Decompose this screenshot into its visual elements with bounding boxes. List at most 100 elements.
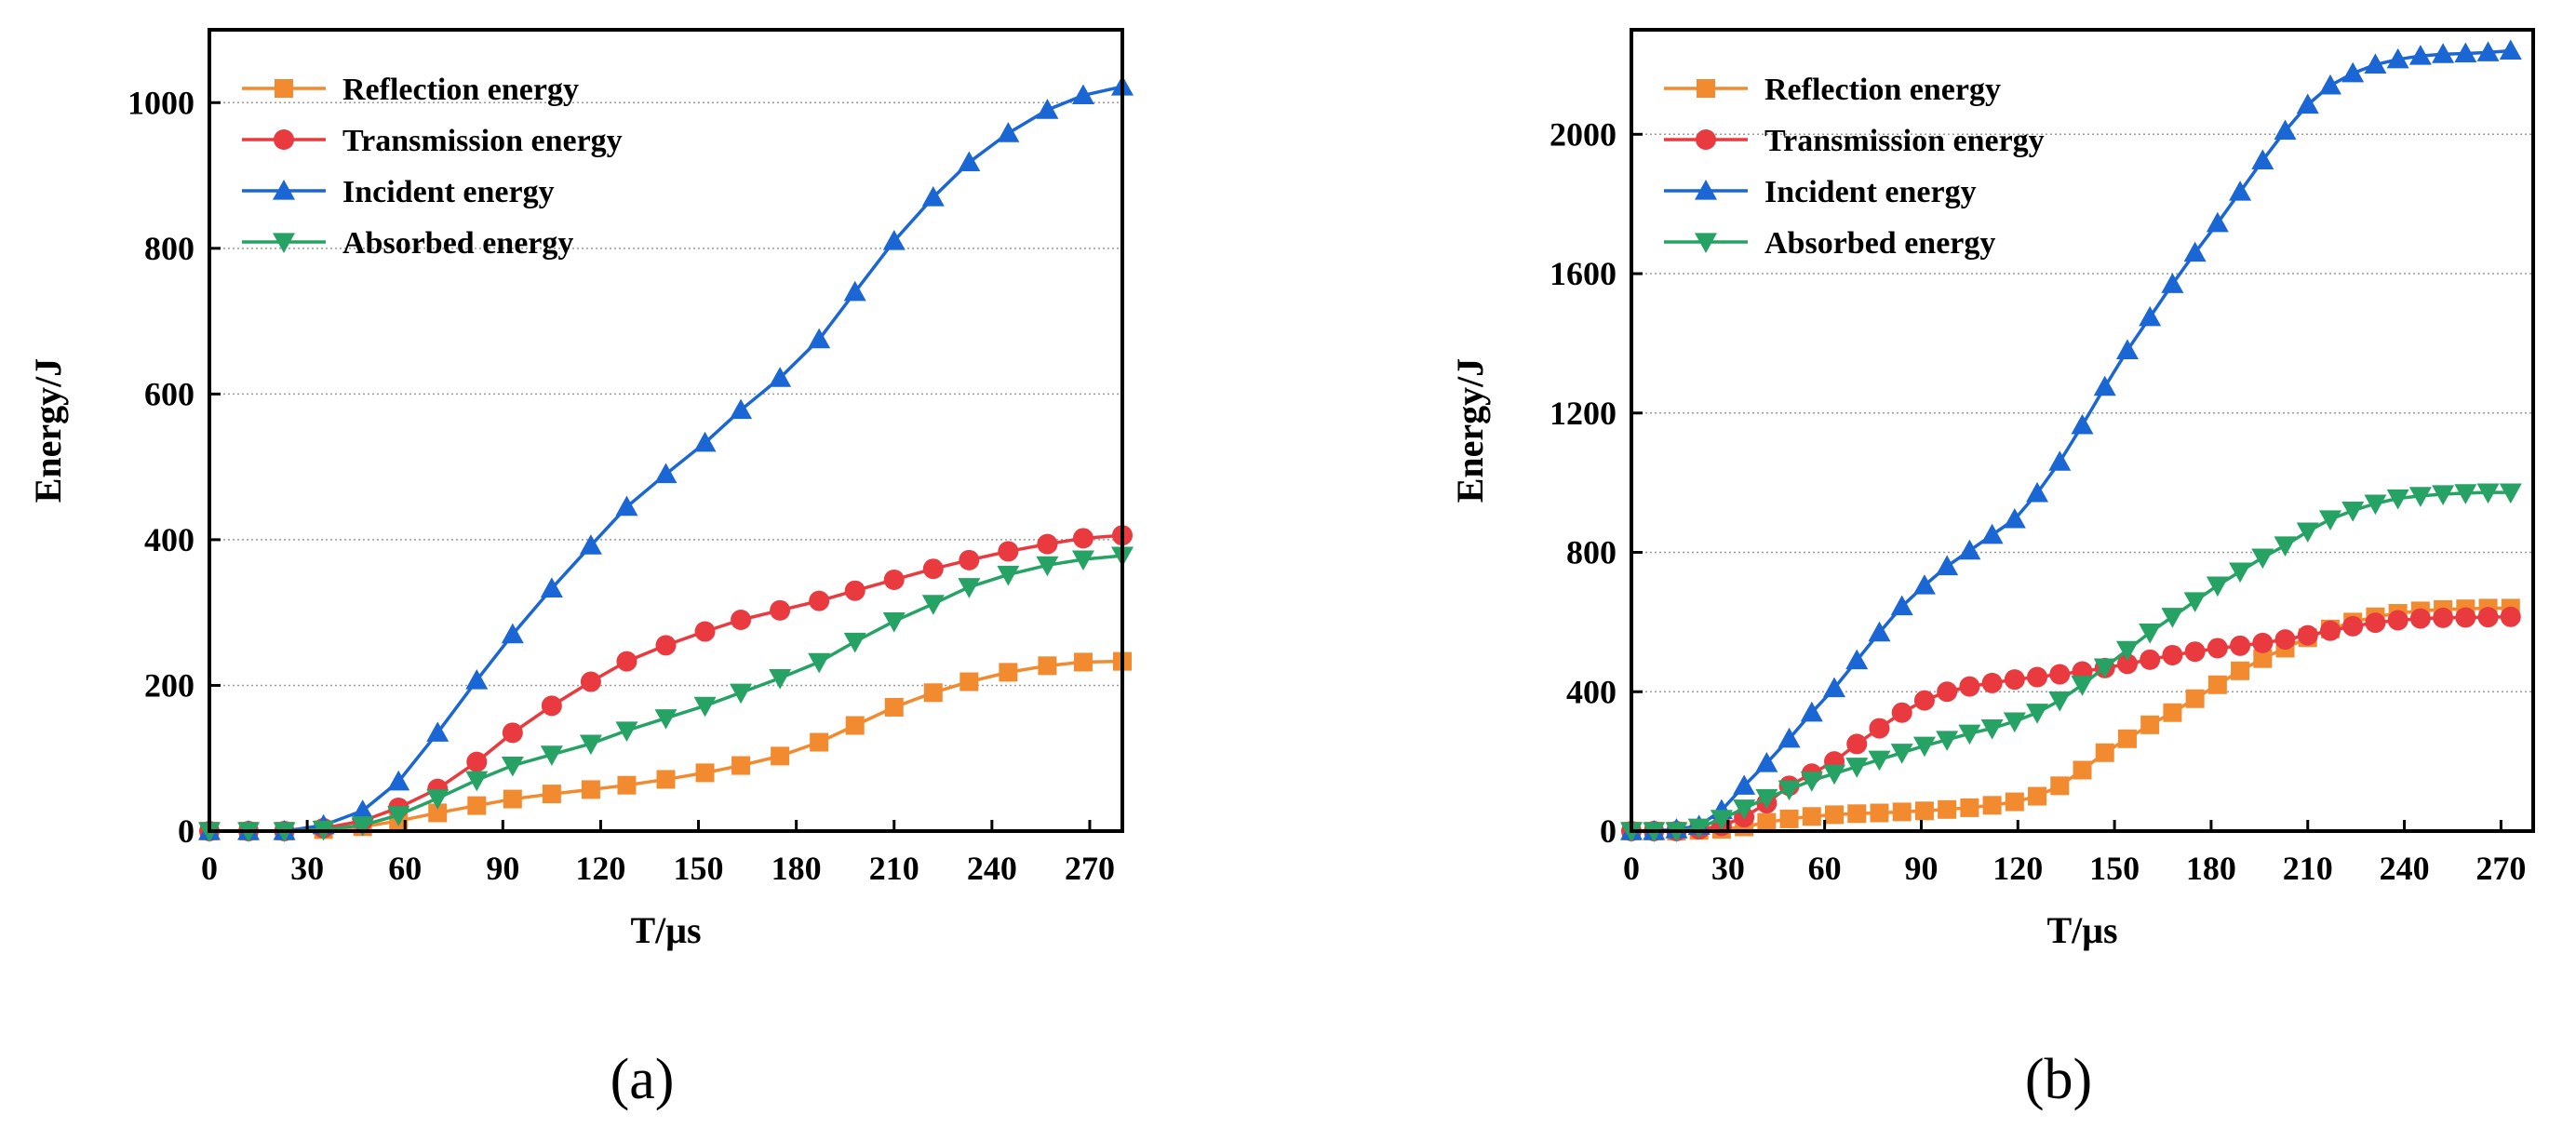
data-point xyxy=(1071,550,1094,571)
data-point xyxy=(1073,652,1093,672)
y-tick-label: 0 xyxy=(1600,812,1617,850)
legend-label: Reflection energy xyxy=(342,73,579,107)
data-point xyxy=(1733,799,1756,820)
data-point xyxy=(2183,592,2207,612)
data-point xyxy=(2364,53,2387,74)
y-tick-label: 800 xyxy=(1566,534,1617,571)
legend-marker xyxy=(1695,180,1717,200)
legend: Reflection energy Transmission energy Inci… xyxy=(1664,73,2045,261)
data-point xyxy=(1038,656,1057,676)
data-point xyxy=(1036,556,1059,577)
data-point xyxy=(959,672,979,691)
data-point xyxy=(884,697,904,717)
data-point xyxy=(695,763,715,783)
data-point xyxy=(2048,691,2072,712)
data-point xyxy=(2386,489,2409,510)
x-tick-label: 270 xyxy=(2475,850,2526,887)
y-tick-label: 200 xyxy=(144,666,195,704)
data-point xyxy=(2093,658,2116,679)
axis-ticks: 0 30 60 90 120 150 180 210 240 270 0 200 400 600 800 10… xyxy=(127,84,1115,887)
data-point xyxy=(731,610,752,631)
legend-marker xyxy=(1696,129,1716,150)
data-point xyxy=(1710,810,1733,830)
data-point xyxy=(465,668,489,690)
data-point xyxy=(693,696,717,718)
data-point xyxy=(1937,681,1958,703)
x-tick-label: 240 xyxy=(2380,850,2430,887)
x-tick-label: 30 xyxy=(290,850,324,887)
data-point xyxy=(997,565,1020,586)
data-point xyxy=(1845,649,1869,670)
data-point xyxy=(541,695,562,717)
legend-marker xyxy=(275,79,293,98)
data-point xyxy=(1823,677,1846,698)
data-point xyxy=(501,623,524,644)
data-point xyxy=(1071,84,1094,105)
data-point xyxy=(1687,818,1711,839)
legend-label: Incident energy xyxy=(1764,175,1977,209)
data-point xyxy=(1870,803,1889,823)
data-point xyxy=(1869,718,1890,739)
data-point xyxy=(2386,47,2409,69)
data-point xyxy=(2161,608,2184,628)
data-point xyxy=(2073,760,2092,780)
data-point xyxy=(2408,487,2432,507)
data-point xyxy=(1036,99,1059,119)
data-point xyxy=(2028,786,2047,806)
data-point xyxy=(1980,523,2004,544)
data-point xyxy=(2341,502,2365,522)
data-point xyxy=(843,632,866,653)
data-point xyxy=(2115,339,2139,359)
data-point xyxy=(2500,606,2521,627)
data-point xyxy=(2161,273,2184,293)
data-point xyxy=(694,621,716,642)
data-point xyxy=(998,541,1019,562)
x-tick-label: 60 xyxy=(388,850,422,887)
data-point xyxy=(1802,807,1821,826)
axis-ticks: 0 30 60 90 120 150 180 210 240 270 0 400 800 1200 1600… xyxy=(1550,115,2526,887)
x-tick-label: 180 xyxy=(2186,850,2236,887)
y-tick-label: 1600 xyxy=(1550,255,1617,292)
data-point xyxy=(2230,635,2251,656)
y-tick-label: 0 xyxy=(178,812,195,850)
data-point xyxy=(882,229,906,250)
data-point xyxy=(2026,481,2049,503)
data-point xyxy=(2071,413,2094,435)
data-point xyxy=(2003,507,2026,529)
data-point xyxy=(997,122,1020,142)
data-point xyxy=(1982,796,2002,815)
data-point xyxy=(2274,536,2297,557)
data-point xyxy=(2005,792,2024,812)
y-tick-label: 600 xyxy=(144,375,195,412)
data-point xyxy=(1845,758,1869,778)
data-point xyxy=(2252,632,2274,653)
x-tick-label: 60 xyxy=(1808,850,1842,887)
data-point xyxy=(1037,533,1058,555)
series-line xyxy=(1631,490,2511,833)
data-point xyxy=(2206,576,2229,597)
data-point xyxy=(615,721,638,742)
data-point xyxy=(2140,715,2160,734)
data-point xyxy=(1823,764,1846,785)
data-point xyxy=(1890,744,1913,764)
x-tick-label: 120 xyxy=(1992,850,2043,887)
data-point xyxy=(2341,61,2365,83)
data-point xyxy=(2433,607,2454,628)
data-point xyxy=(1892,802,1912,822)
data-point xyxy=(1914,801,1934,821)
data-point xyxy=(843,280,866,302)
x-tick-label: 150 xyxy=(2089,850,2140,887)
data-point xyxy=(958,578,981,598)
data-point xyxy=(2071,676,2094,696)
data-point xyxy=(654,709,678,730)
x-tick-label: 270 xyxy=(1065,850,1115,887)
data-point xyxy=(1757,812,1777,832)
series-layer xyxy=(1620,39,2522,842)
data-point xyxy=(959,549,980,570)
x-tick-label: 210 xyxy=(2283,850,2333,887)
data-point xyxy=(426,721,449,742)
data-point xyxy=(351,799,374,820)
data-point xyxy=(2163,703,2182,722)
data-point xyxy=(2251,149,2274,169)
